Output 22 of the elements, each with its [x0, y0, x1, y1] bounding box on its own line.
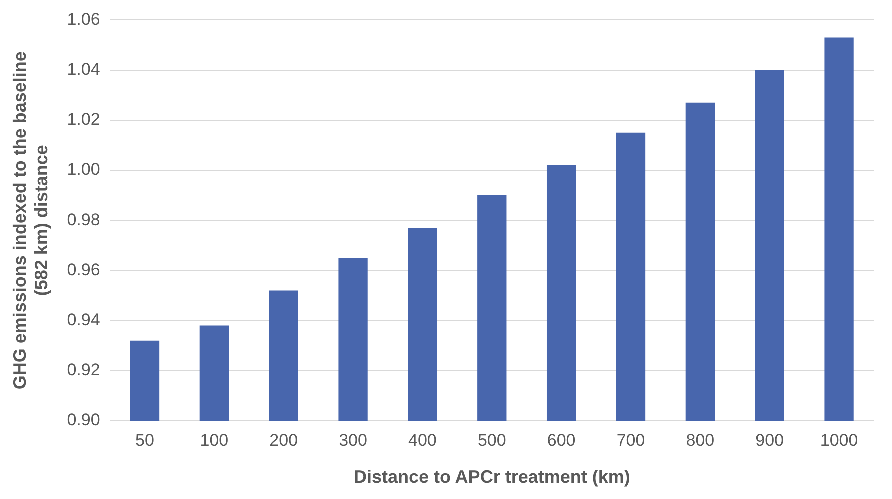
y-tick-label: 1.02: [67, 110, 100, 130]
y-tick-label: 0.96: [67, 260, 100, 280]
y-tick-label: 1.06: [67, 10, 100, 29]
x-tick-label: 500: [478, 430, 506, 450]
x-tick-label: 300: [339, 430, 368, 450]
x-tick-label: 1000: [820, 430, 858, 450]
x-axis-title: Distance to APCr treatment (km): [354, 467, 630, 488]
y-tick-label: 0.92: [67, 360, 100, 380]
x-tick-label: 800: [686, 430, 715, 450]
y-tick-label: 1.04: [67, 60, 100, 79]
x-tick-label: 50: [136, 430, 154, 450]
x-tick-label: 100: [200, 430, 229, 450]
y-tick-label: 1.00: [67, 160, 100, 180]
x-tick-label: 700: [616, 430, 646, 450]
x-tick-label: 900: [756, 430, 784, 450]
x-tick-label: 600: [547, 430, 576, 450]
y-tick-label: 0.90: [67, 410, 100, 430]
y-tick-label: 0.98: [67, 210, 100, 230]
y-axis-title: GHG emissions indexed to the baseline (582 km) distance: [10, 52, 52, 390]
x-tick-label: 200: [270, 430, 298, 450]
y-tick-label: 0.94: [67, 310, 100, 330]
x-tick-label: 400: [408, 430, 437, 450]
